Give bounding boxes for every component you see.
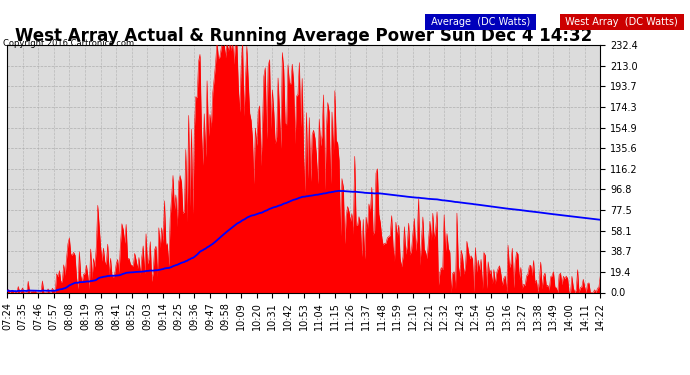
Text: Copyright 2016 Cartronics.com: Copyright 2016 Cartronics.com xyxy=(3,39,135,48)
Text: West Array  (DC Watts): West Array (DC Watts) xyxy=(562,17,681,27)
Text: Average  (DC Watts): Average (DC Watts) xyxy=(428,17,533,27)
Title: West Array Actual & Running Average Power Sun Dec 4 14:32: West Array Actual & Running Average Powe… xyxy=(15,27,592,45)
